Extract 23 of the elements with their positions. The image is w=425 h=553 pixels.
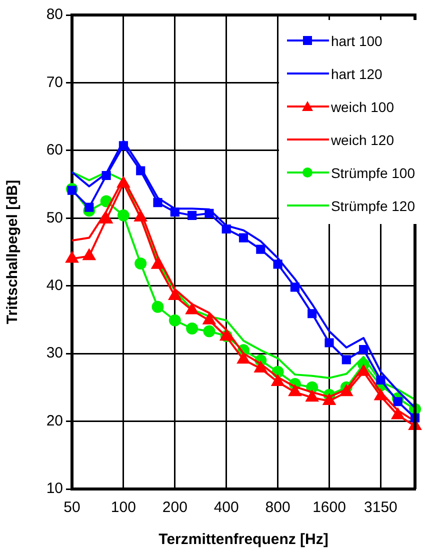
y-tick-label: 20 — [46, 412, 63, 430]
y-tick-label: 30 — [46, 344, 63, 362]
y-tick-label: 80 — [46, 6, 63, 24]
legend-label: Strümpfe 120 — [330, 198, 415, 214]
x-tick-label: 800 — [265, 499, 290, 516]
x-tick-label: 200 — [162, 499, 188, 516]
legend-label: Strümpfe 100 — [330, 164, 415, 180]
x-tick-label: 1600 — [312, 499, 346, 516]
y-tick-label: 60 — [46, 142, 63, 159]
y-tick-label: 70 — [46, 74, 63, 91]
y-tick-label: 10 — [46, 480, 63, 498]
x-tick-label: 400 — [214, 499, 239, 516]
y-tick-label: 50 — [46, 209, 63, 226]
x-tick-label: 3150 — [364, 499, 398, 516]
legend-label: hart 100 — [330, 32, 382, 48]
y-tick-label: 40 — [46, 277, 63, 294]
y-axis-title: Trittschallpegel [dB] — [4, 180, 22, 324]
x-tick-label: 50 — [64, 499, 80, 516]
legend-label: weich 100 — [330, 98, 394, 114]
legend-label: hart 120 — [330, 66, 382, 82]
x-tick-label: 100 — [110, 499, 136, 516]
x-axis-title: Terzmittenfrequenz [Hz] — [158, 531, 328, 548]
legend-label: weich 120 — [330, 132, 394, 148]
